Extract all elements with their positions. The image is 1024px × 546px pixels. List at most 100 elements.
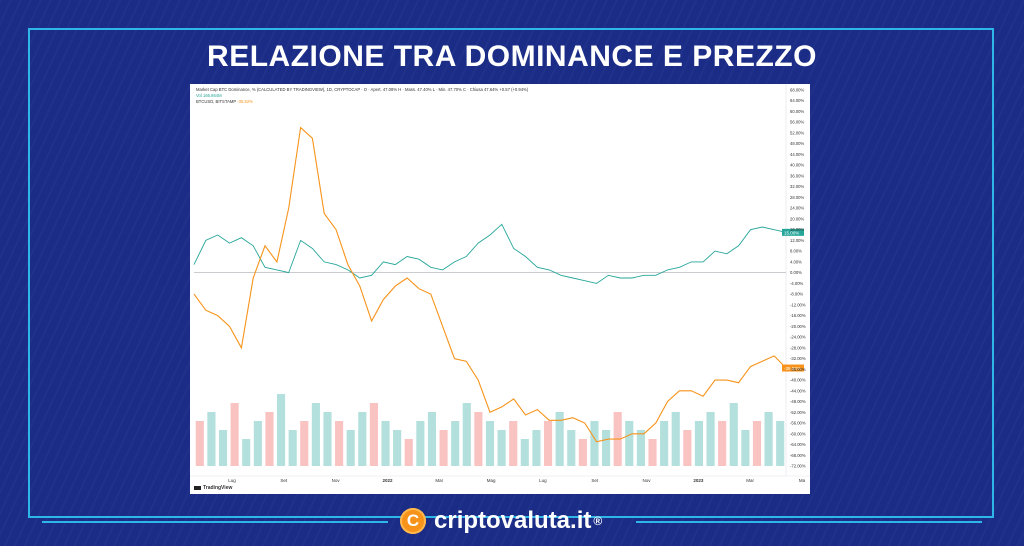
volume-bar bbox=[381, 421, 390, 466]
volume-bar bbox=[636, 430, 645, 466]
volume-bar bbox=[729, 403, 738, 466]
volume-bar bbox=[427, 412, 437, 466]
volume-bar bbox=[416, 421, 425, 466]
volume-bar bbox=[578, 439, 587, 466]
tradingview-icon bbox=[194, 485, 201, 490]
volume-bar bbox=[520, 439, 529, 466]
volume-bar bbox=[741, 430, 750, 466]
y-tick-label: -68.00% bbox=[790, 453, 806, 458]
volume-bar bbox=[648, 439, 657, 466]
y-tick-label: 20.00% bbox=[790, 216, 804, 221]
y-tick-label: -72.00% bbox=[790, 464, 806, 469]
y-tick-label: -52.00% bbox=[790, 410, 806, 415]
volume-bar bbox=[509, 421, 518, 466]
volume-bar bbox=[276, 394, 286, 466]
y-tick-label: -20.00% bbox=[790, 324, 806, 329]
y-tick-label: -28.00% bbox=[790, 345, 806, 350]
volume-bar bbox=[543, 421, 553, 466]
brand-logo: C criptovaluta.it ® bbox=[400, 506, 602, 536]
chart-legend: Market Cap BTC Dominance, % (CALCULATED … bbox=[196, 87, 528, 105]
legend-line-3: BTCUSD, BITSTAMP -35.52% bbox=[196, 99, 528, 105]
y-tick-label: -64.00% bbox=[790, 442, 806, 447]
x-tick-label: 2023 bbox=[693, 478, 704, 483]
last-value-label-1: -35.52% bbox=[784, 366, 801, 371]
bitcoin-coin-icon: C bbox=[400, 508, 426, 534]
series-line-1 bbox=[193, 126, 787, 443]
volume-bar bbox=[694, 421, 704, 466]
volume-bar bbox=[555, 412, 564, 466]
x-tick-label: Lug bbox=[539, 478, 547, 483]
x-tick-label: Lug bbox=[228, 478, 236, 483]
y-tick-label: 52.00% bbox=[790, 130, 804, 135]
volume-bar bbox=[451, 421, 460, 466]
last-value-badge-1 bbox=[782, 364, 804, 372]
volume-bar bbox=[625, 421, 634, 466]
volume-bar bbox=[253, 421, 262, 466]
volume-bar bbox=[404, 439, 413, 466]
registered-mark: ® bbox=[593, 514, 603, 528]
y-tick-label: -4.00% bbox=[790, 281, 804, 286]
volume-bar bbox=[567, 430, 576, 466]
volume-bar bbox=[335, 421, 344, 466]
y-tick-label: -56.00% bbox=[790, 421, 806, 426]
page-frame bbox=[28, 28, 994, 518]
volume-bar bbox=[300, 421, 309, 466]
volume-bar bbox=[706, 412, 715, 466]
x-tick-label: Mag bbox=[487, 478, 496, 483]
y-tick-label: 68.00% bbox=[790, 88, 804, 93]
y-tick-label: -40.00% bbox=[790, 378, 806, 383]
y-tick-label: 24.00% bbox=[790, 206, 804, 211]
volume-bar bbox=[346, 430, 355, 466]
y-tick-label: -44.00% bbox=[790, 388, 806, 393]
brand-name: criptovaluta.it bbox=[434, 507, 592, 534]
volume-bar bbox=[242, 439, 251, 466]
volume-bar bbox=[195, 421, 204, 466]
y-tick-label: 12.00% bbox=[790, 238, 804, 243]
volume-bar bbox=[311, 403, 320, 466]
y-tick-label: 8.00% bbox=[790, 249, 802, 254]
volume-bar bbox=[532, 430, 541, 466]
legend-series-name: BTCUSD, BITSTAMP bbox=[196, 99, 237, 104]
footer: C criptovaluta.it ® bbox=[0, 506, 1024, 534]
tradingview-label: TradingView bbox=[203, 485, 233, 491]
y-tick-label: -36.00% bbox=[790, 367, 806, 372]
volume-bar bbox=[683, 430, 692, 466]
legend-line-2: Vol 166.864M bbox=[196, 93, 222, 98]
volume-bar bbox=[265, 412, 274, 466]
series-line-0 bbox=[193, 223, 787, 284]
footer-line-left bbox=[42, 521, 388, 523]
volume-bar bbox=[323, 412, 332, 466]
x-tick-label: Mar bbox=[746, 478, 754, 483]
volume-bar bbox=[369, 403, 378, 466]
x-tick-label: Nov bbox=[643, 478, 652, 483]
volume-bar bbox=[776, 421, 785, 466]
y-tick-label: 48.00% bbox=[790, 141, 804, 146]
volume-bar bbox=[660, 421, 669, 466]
volume-bar bbox=[752, 421, 762, 466]
x-tick-label: Nov bbox=[332, 478, 341, 483]
y-tick-label: 36.00% bbox=[790, 173, 804, 178]
y-tick-label: -16.00% bbox=[790, 313, 806, 318]
page-title: RELAZIONE TRA DOMINANCE E PREZZO bbox=[207, 40, 817, 73]
y-tick-label: -32.00% bbox=[790, 356, 806, 361]
y-tick-label: 0.00% bbox=[790, 270, 802, 275]
volume-bar bbox=[218, 430, 228, 466]
last-value-label-0: 15.00% bbox=[784, 230, 799, 235]
legend-series-value: -35.52% bbox=[237, 99, 253, 104]
volume-bar bbox=[485, 421, 495, 466]
volume-bar bbox=[439, 430, 448, 466]
legend-line-1: Market Cap BTC Dominance, % (CALCULATED … bbox=[196, 87, 529, 92]
volume-bar bbox=[393, 430, 402, 466]
y-tick-label: 4.00% bbox=[790, 259, 802, 264]
y-tick-label: 56.00% bbox=[790, 120, 804, 125]
x-tick-label: Ma bbox=[799, 478, 806, 483]
volume-bar bbox=[288, 430, 297, 466]
x-tick-label: Set bbox=[280, 478, 288, 483]
volume-bar bbox=[671, 412, 680, 466]
volume-bar bbox=[230, 403, 239, 466]
volume-bar bbox=[474, 412, 483, 466]
volume-bar bbox=[590, 421, 599, 466]
volume-bar bbox=[718, 421, 727, 466]
y-tick-label: 60.00% bbox=[790, 109, 804, 114]
tradingview-logo: TradingView bbox=[194, 485, 232, 491]
